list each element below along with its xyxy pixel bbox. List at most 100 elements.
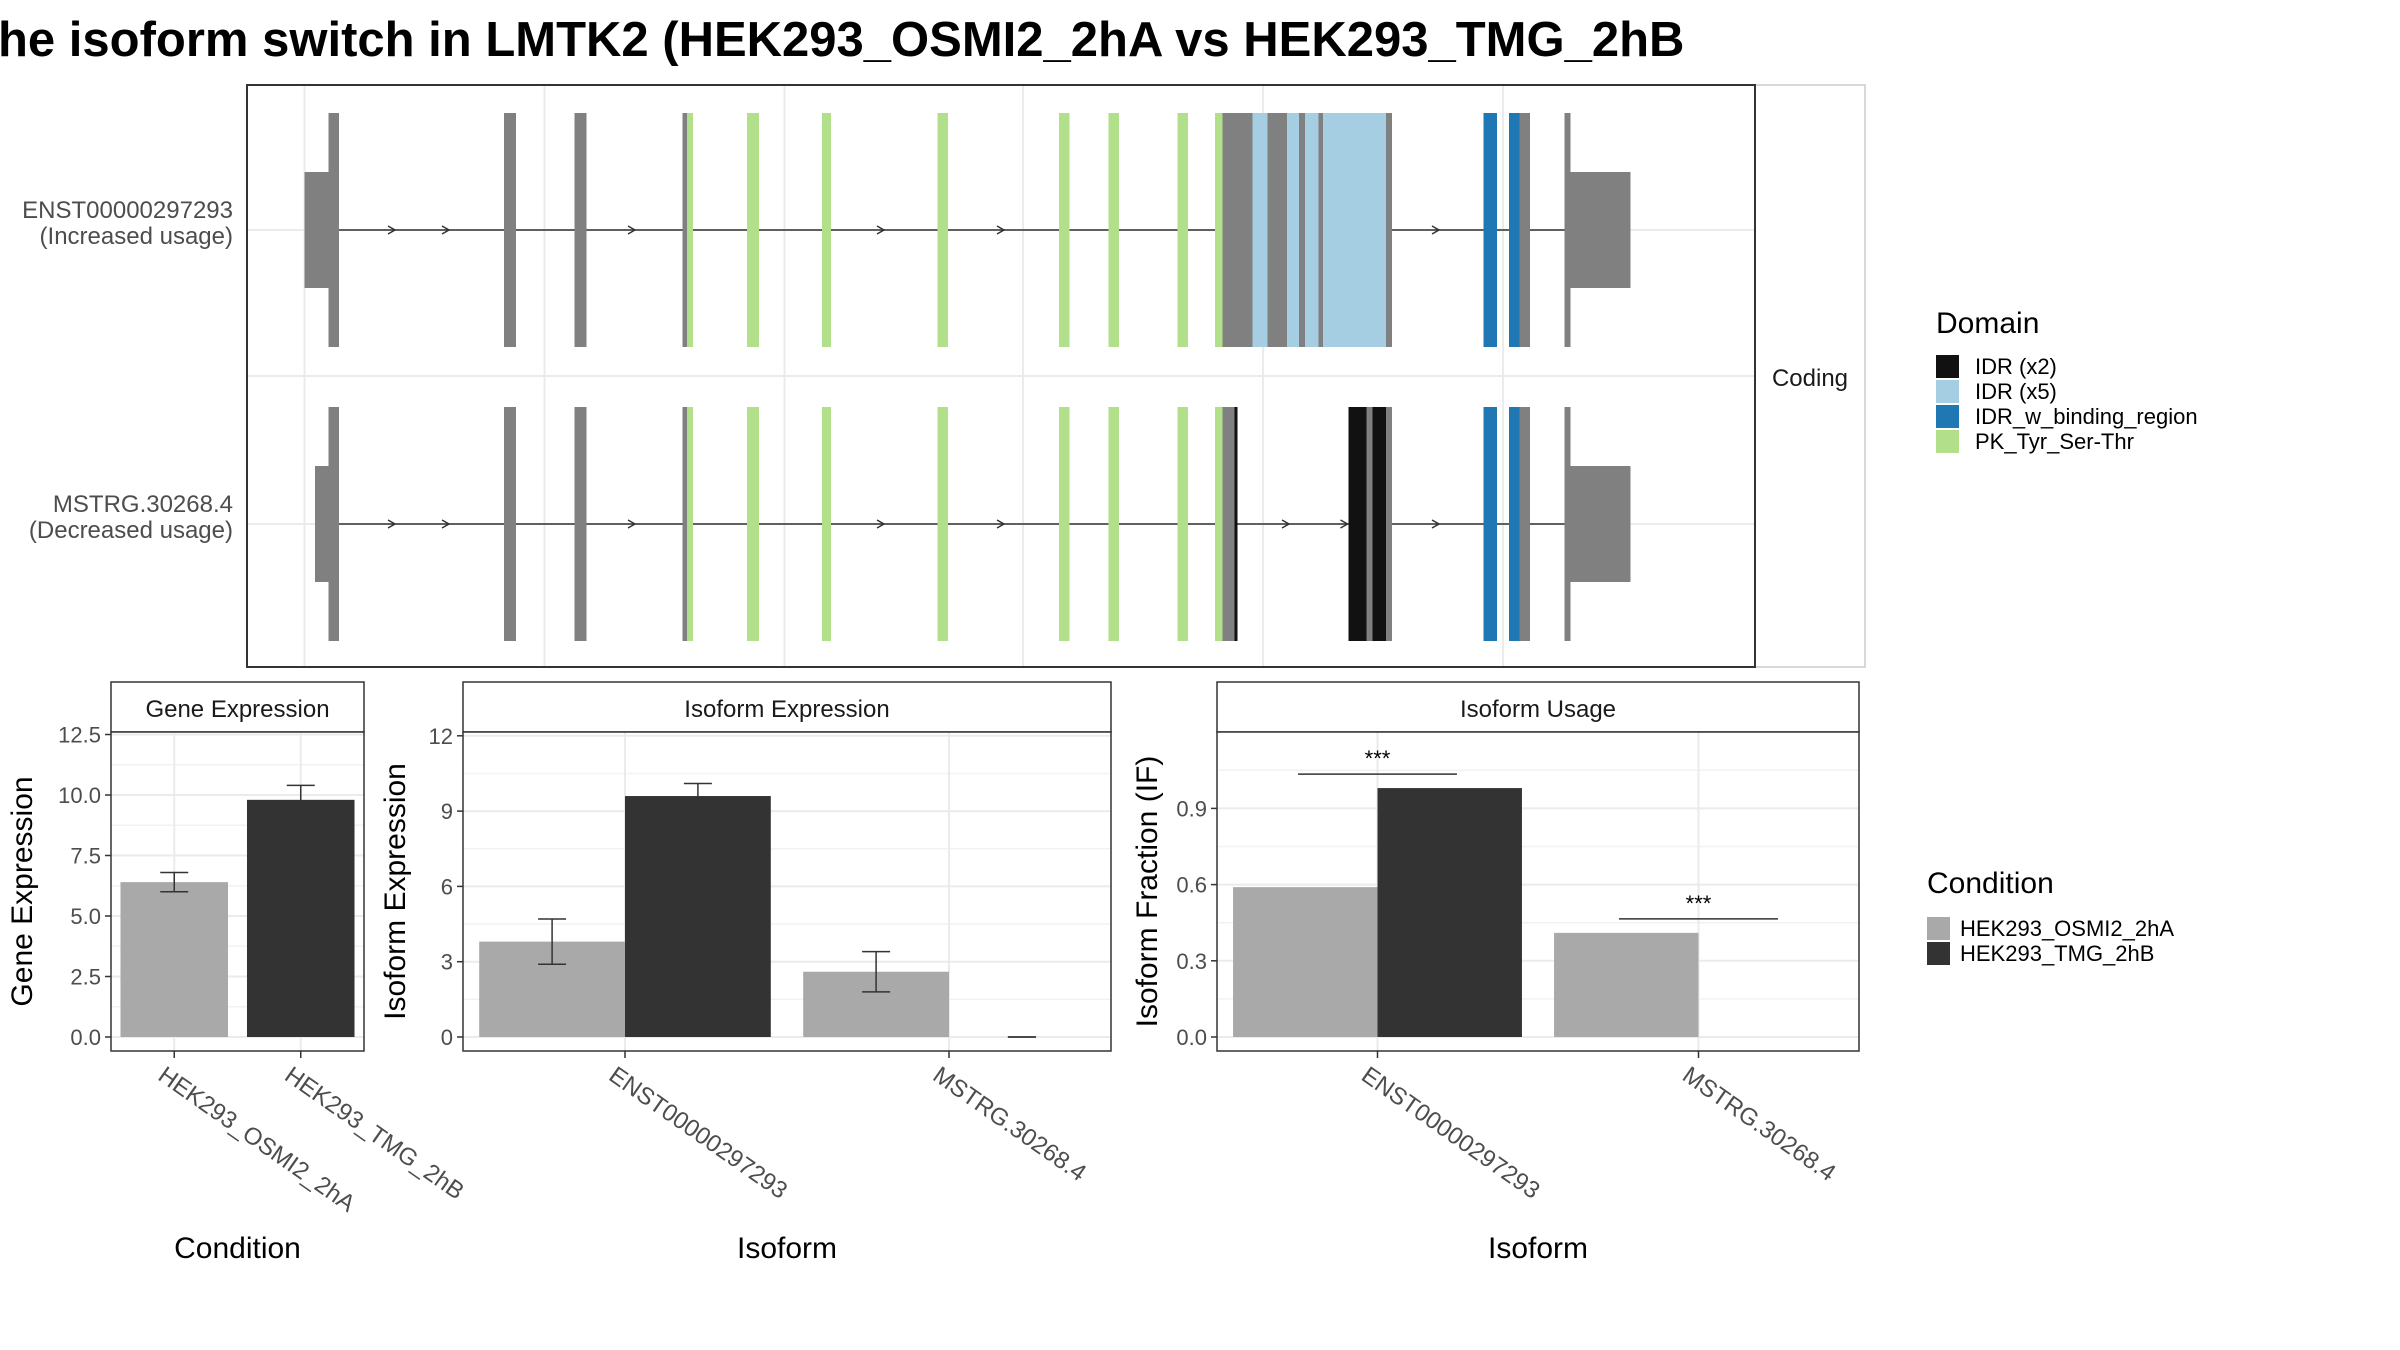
domain-legend: Domain IDR (x2)IDR (x5)IDR_w_binding_regi…: [1936, 307, 2198, 454]
exon-segment: [682, 407, 687, 641]
condition-legend-key: [1927, 917, 1950, 940]
exon-segment: [1108, 113, 1119, 347]
y-axis-title: Gene Expression: [6, 776, 39, 1006]
exon-segment: [1483, 407, 1497, 641]
significance-label: ***: [1365, 746, 1391, 771]
y-tick-label: 7.5: [70, 844, 101, 869]
exon-segment: [1348, 407, 1367, 641]
domain-legend-label: IDR (x2): [1975, 354, 2057, 379]
exon-segment: [747, 407, 759, 641]
condition-legend-label: HEK293_OSMI2_2hA: [1960, 916, 2174, 941]
transcript-id-label: MSTRG.30268.4: [53, 491, 233, 518]
figure-title: he isoform switch in LMTK2 (HEK293_OSMI2…: [0, 13, 1684, 67]
domain-legend-title: Domain: [1936, 307, 2039, 340]
x-tick-label: MSTRG.30268.4: [1677, 1062, 1840, 1187]
exon-segment: [687, 407, 693, 641]
utr-3prime: [1570, 466, 1631, 582]
exon-segment: [1366, 407, 1373, 641]
exon-segment: [1059, 113, 1070, 347]
direction-arrow: [387, 519, 397, 529]
transcript-structure-panel: Coding ENST00000297293(Increased usage) MS…: [22, 84, 1866, 668]
direction-arrow: [1281, 519, 1291, 529]
domain-legend-key: [1936, 405, 1959, 428]
exon-segment: [1222, 113, 1253, 347]
transcript-usage-label: (Decreased usage): [29, 517, 233, 544]
direction-arrow: [876, 519, 886, 529]
domain-legend-label: IDR (x5): [1975, 379, 2057, 404]
exon-segment: [1386, 113, 1392, 347]
bar-panel: Isoform Usage 0.0 0.3 0.6 0.9 *** *** ENST00000…: [1131, 681, 1860, 1265]
y-tick-label: 9: [441, 799, 453, 824]
data-bar: [120, 882, 229, 1037]
exon-segment: [1519, 407, 1530, 641]
exon-segment: [1519, 113, 1530, 347]
utr-5prime: [315, 466, 329, 582]
exon-segment: [1287, 113, 1299, 347]
facet-strip-label: Coding: [1772, 365, 1848, 392]
utr-3prime: [1570, 172, 1631, 288]
direction-arrow: [996, 225, 1006, 235]
exon-segment: [1509, 113, 1520, 347]
direction-arrow: [627, 225, 637, 235]
direction-arrow: [1340, 519, 1350, 529]
exon-segment: [504, 407, 516, 641]
domain-legend-label: PK_Tyr_Ser-Thr: [1975, 429, 2134, 454]
y-axis-title: Isoform Fraction (IF): [1131, 756, 1164, 1028]
y-tick-label: 0.9: [1176, 796, 1207, 821]
exon-segment: [1234, 407, 1238, 641]
panel-strip-label: Isoform Usage: [1460, 696, 1616, 723]
exon-segment: [937, 407, 948, 641]
exon-segment: [1366, 113, 1386, 347]
exon-segment: [822, 113, 831, 347]
data-bar: [625, 796, 771, 1037]
data-bar: [1233, 887, 1378, 1037]
direction-arrow: [876, 225, 886, 235]
panel-strip-label: Isoform Expression: [684, 696, 889, 723]
x-axis-title: Isoform: [1488, 1232, 1588, 1265]
transcript-id-label: ENST00000297293: [22, 197, 233, 224]
panel-border: [110, 731, 365, 1052]
panel-border: [1216, 731, 1860, 1052]
exon-segment: [937, 113, 948, 347]
exon-segment: [574, 407, 587, 641]
exon-segment: [1267, 113, 1287, 347]
exon-segment: [1215, 407, 1223, 641]
structure-panel-border: [246, 84, 1756, 668]
exon-segment: [687, 113, 693, 347]
x-axis-title: Condition: [174, 1232, 301, 1265]
exon-segment: [328, 407, 339, 641]
exon-segment: [328, 113, 339, 347]
transcript-row: [247, 407, 1755, 641]
direction-arrow: [441, 225, 451, 235]
data-bar: [246, 799, 355, 1037]
bar-panel: Isoform Expression 0 3 6 9 12 ENST00000297293 M…: [379, 681, 1112, 1265]
direction-arrow: [441, 519, 451, 529]
condition-legend-label: HEK293_TMG_2hB: [1960, 941, 2154, 966]
exon-segment: [682, 113, 687, 347]
exon-segment: [822, 407, 831, 641]
exon-segment: [1483, 113, 1497, 347]
direction-arrow: [1431, 519, 1441, 529]
y-axis-title: Isoform Expression: [379, 763, 412, 1020]
transcript-usage-label: (Increased usage): [40, 223, 233, 250]
exon-segment: [1564, 113, 1571, 347]
domain-legend-label: IDR_w_binding_region: [1975, 404, 2198, 429]
significance-label: ***: [1686, 891, 1712, 916]
exon-segment: [1252, 113, 1268, 347]
exon-segment: [1305, 113, 1319, 347]
x-tick-label: MSTRG.30268.4: [928, 1062, 1091, 1187]
y-tick-label: 3: [441, 950, 453, 975]
exon-segment: [1177, 407, 1188, 641]
exon-segment: [1372, 407, 1386, 641]
direction-arrow: [1431, 225, 1441, 235]
x-tick-label: ENST00000297293: [1356, 1062, 1544, 1205]
y-tick-label: 12.5: [58, 723, 101, 748]
exon-segment: [747, 113, 759, 347]
x-axis-title: Isoform: [737, 1232, 837, 1265]
y-tick-label: 6: [441, 874, 453, 899]
exon-segment: [1323, 113, 1367, 347]
y-tick-label: 12: [429, 724, 453, 749]
exon-segment: [574, 113, 587, 347]
facet-strip: [1754, 84, 1866, 668]
